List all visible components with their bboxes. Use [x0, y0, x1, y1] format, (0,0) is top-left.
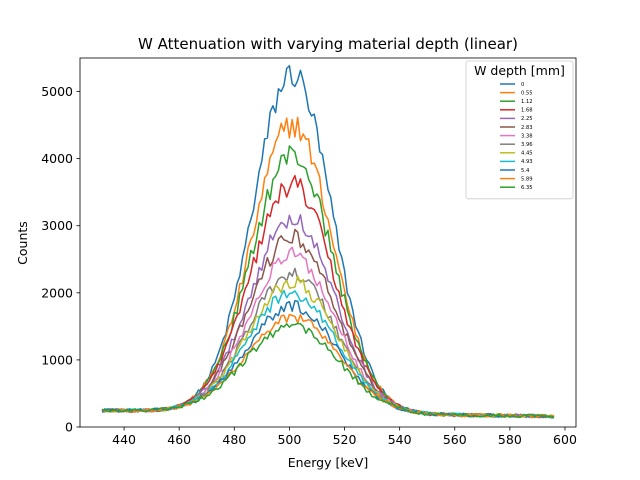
legend-label: 1.68	[521, 108, 533, 114]
x-axis-label: Energy [keV]	[288, 455, 369, 470]
y-tick-label: 0	[65, 420, 73, 435]
series-lines	[101, 65, 555, 419]
y-tick-label: 3000	[41, 218, 73, 233]
legend-label: 5.4	[521, 168, 530, 174]
plot-area: 440 460 480 500 520 540 560 580 600 0 1000 2000 300…	[41, 57, 577, 447]
y-tick-label: 4000	[41, 151, 73, 166]
legend-label: 2.83	[521, 125, 533, 131]
x-tick-label: 560	[443, 432, 467, 447]
x-tick-label: 460	[167, 432, 191, 447]
x-tick-label: 480	[222, 432, 246, 447]
y-tick-label: 1000	[41, 352, 73, 367]
legend-label: 0	[521, 82, 524, 88]
x-tick-label: 600	[553, 432, 577, 447]
y-tick-label: 5000	[41, 84, 73, 99]
legend-entries: 0 0.55 1.12 1.68 2.25 2.83 3.38 3.96 4.45 4.93 5.4…	[500, 82, 533, 191]
legend: W depth [mm] 0 0.55 1.12 1.68 2.25 2.83 3.38 3.…	[465, 60, 574, 200]
x-tick-label: 520	[333, 432, 357, 447]
y-tick-label: 2000	[41, 285, 73, 300]
axes-frame	[79, 57, 577, 428]
legend-title: W depth [mm]	[474, 63, 565, 78]
legend-label: 1.12	[521, 99, 533, 105]
legend-label: 6.35	[521, 185, 533, 191]
x-tick-label: 540	[388, 432, 412, 447]
y-axis-ticks: 0 1000 2000 3000 4000 5000	[41, 84, 80, 435]
x-axis-ticks: 440 460 480 500 520 540 560 580 600	[112, 427, 577, 447]
x-tick-label: 500	[277, 432, 301, 447]
legend-label: 2.25	[521, 116, 533, 122]
legend-label: 4.45	[521, 151, 533, 157]
x-tick-label: 580	[498, 432, 522, 447]
series-line-6-35	[102, 322, 555, 419]
y-axis-label: Counts	[15, 221, 30, 265]
legend-label: 3.38	[521, 133, 533, 139]
legend-label: 3.96	[521, 142, 533, 148]
legend-box	[465, 60, 574, 200]
legend-label: 5.89	[521, 176, 533, 182]
x-tick-label: 440	[112, 432, 136, 447]
chart-title: W Attenuation with varying material dept…	[138, 35, 518, 53]
legend-label: 0.55	[521, 90, 533, 96]
legend-label: 4.93	[521, 159, 533, 165]
